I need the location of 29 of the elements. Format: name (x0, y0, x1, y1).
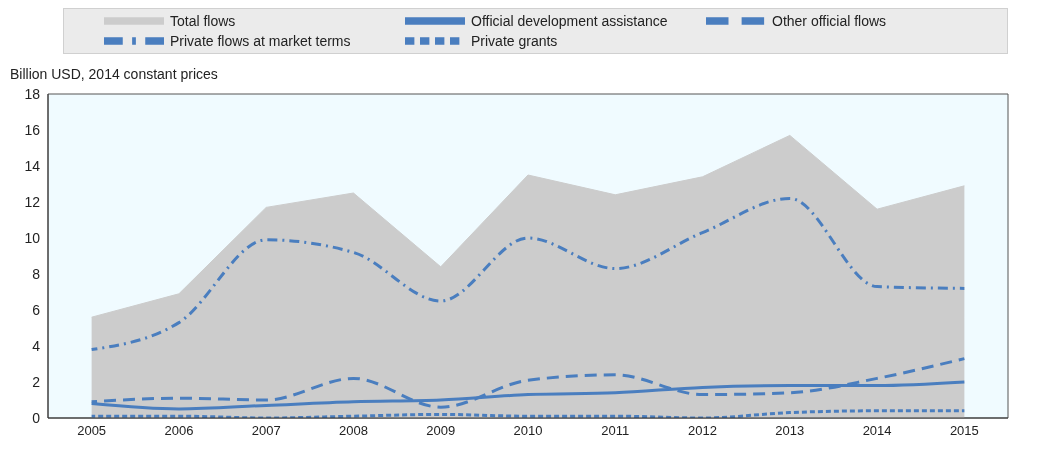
line-series (90, 409, 966, 418)
y-tick-label: 18 (24, 85, 41, 102)
y-tick-label: 8 (32, 265, 41, 282)
x-tick-label: 2010 (513, 423, 543, 439)
legend-label: Private grants (471, 33, 558, 49)
x-tick-label: 2011 (601, 423, 630, 439)
y-tick-label: 14 (24, 157, 41, 174)
x-tick-label: 2006 (164, 423, 194, 439)
x-tick-label: 2012 (688, 423, 718, 439)
legend-label: Official development assistance (471, 13, 668, 29)
line-series (90, 196, 966, 352)
x-tick-label: 2008 (338, 423, 368, 439)
y-axis-title: Billion USD, 2014 constant prices (10, 66, 218, 82)
y-tick-label: 0 (32, 409, 41, 426)
legend-label: Total flows (170, 13, 236, 29)
x-tick-label: 2005 (77, 423, 107, 439)
x-tick-label: 2015 (949, 423, 979, 439)
legend-label: Other official flows (772, 13, 887, 29)
x-tick-label: 2014 (862, 423, 892, 439)
legend-label: Private flows at market terms (170, 33, 351, 49)
y-tick-label: 4 (32, 337, 41, 354)
x-tick-label: 2013 (775, 423, 805, 439)
y-tick-label: 6 (32, 301, 41, 318)
y-tick-label: 12 (24, 193, 41, 210)
y-tick-label: 10 (24, 229, 41, 246)
y-tick-label: 16 (24, 121, 41, 138)
x-tick-label: 2007 (251, 423, 281, 439)
y-tick-label: 2 (32, 373, 41, 390)
x-tick-label: 2009 (426, 423, 456, 439)
